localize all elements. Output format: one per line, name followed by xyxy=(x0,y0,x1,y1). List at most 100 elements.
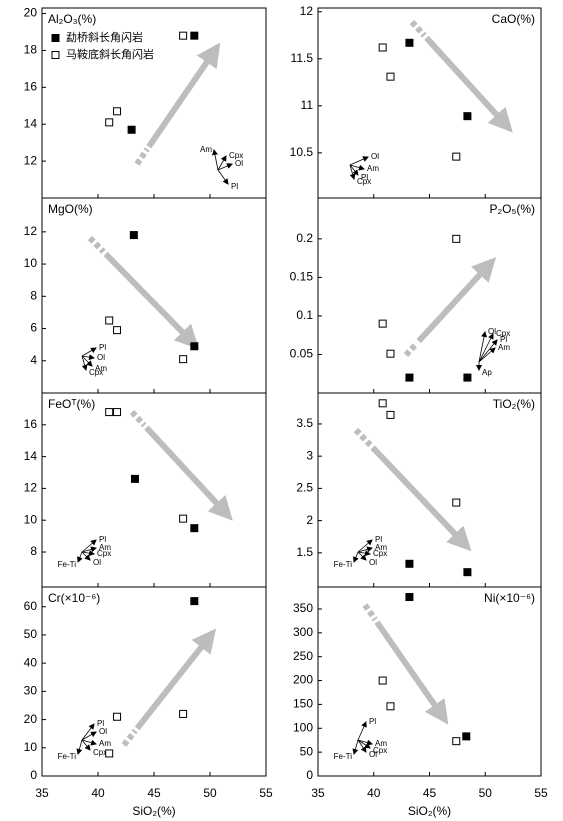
y-tick-label: 4 xyxy=(30,353,37,367)
data-point xyxy=(452,737,461,746)
data-point xyxy=(179,709,188,718)
mineral-vector xyxy=(357,739,367,753)
mineral-label: Am xyxy=(99,543,111,552)
data-point xyxy=(405,373,414,382)
mineral-label: Ol xyxy=(97,353,105,362)
trend-arrow xyxy=(416,257,497,344)
mineral-vector xyxy=(357,551,367,561)
data-point xyxy=(452,234,461,243)
data-point xyxy=(452,498,461,507)
panel-title: P₂O₅(%) xyxy=(490,202,536,216)
panel-title: Cr(×10⁻⁶) xyxy=(48,591,100,605)
mineral-vector xyxy=(357,539,373,553)
y-tick-label: 16 xyxy=(24,79,38,93)
mineral-vector xyxy=(217,155,227,171)
y-tick-label: 0.1 xyxy=(296,308,313,322)
mineral-label: Cpx xyxy=(97,549,111,558)
y-tick-label: 12 xyxy=(24,153,38,167)
data-point xyxy=(179,514,188,523)
mineral-vector xyxy=(353,551,359,563)
mineral-label: Ol xyxy=(371,152,379,161)
mineral-label: Am xyxy=(498,343,510,352)
mineral-label: Cpx xyxy=(357,177,371,186)
y-tick-label: 0.2 xyxy=(296,231,313,245)
mineral-vector xyxy=(217,169,229,185)
y-tick-label: 100 xyxy=(293,720,313,734)
mineral-label: Pl xyxy=(361,173,368,182)
trend-arrow xyxy=(144,425,233,521)
y-tick-label: 10 xyxy=(24,512,38,526)
data-point xyxy=(105,118,114,127)
data-point xyxy=(190,342,199,351)
data-point xyxy=(105,749,114,758)
y-tick-label: 150 xyxy=(293,697,313,711)
mineral-label: Am xyxy=(95,364,107,373)
data-point xyxy=(378,399,387,408)
mineral-label: Ol xyxy=(99,727,107,736)
y-tick-label: 12 xyxy=(24,481,38,495)
x-tick-label: 55 xyxy=(534,786,548,800)
data-point xyxy=(386,349,395,358)
mineral-vector xyxy=(217,163,233,171)
mineral-label: Am xyxy=(375,739,387,748)
y-tick-label: 16 xyxy=(24,417,38,431)
data-point xyxy=(190,31,199,40)
data-point xyxy=(129,231,138,240)
data-point xyxy=(130,474,139,483)
data-point xyxy=(105,408,114,417)
x-tick-label: 50 xyxy=(203,786,217,800)
mineral-vector xyxy=(81,546,97,553)
mineral-vector xyxy=(478,339,498,363)
data-point xyxy=(378,319,387,328)
mineral-vector xyxy=(349,164,359,176)
mineral-label: Am xyxy=(99,739,111,748)
mineral-label: Pl xyxy=(231,182,238,191)
y-tick-label: 2.5 xyxy=(296,481,313,495)
data-point xyxy=(463,112,472,121)
mineral-vector xyxy=(81,731,97,741)
trend-arrow-tail xyxy=(129,409,147,428)
legend-label: 马鞍底斜长角闪岩 xyxy=(66,47,154,61)
mineral-vector xyxy=(81,550,95,557)
y-tick-label: 20 xyxy=(24,712,38,726)
data-point xyxy=(105,316,114,325)
y-tick-label: 14 xyxy=(24,116,38,130)
mineral-vector xyxy=(81,723,95,741)
y-tick-label: 0 xyxy=(306,768,313,782)
y-tick-label: 6 xyxy=(30,321,37,335)
data-point xyxy=(190,597,199,606)
trend-arrow-tail xyxy=(403,341,420,358)
data-point xyxy=(113,326,122,335)
trend-arrow-tail xyxy=(121,728,138,747)
panel-title: Ni(×10⁻⁶) xyxy=(484,591,535,605)
y-tick-label: 50 xyxy=(24,627,38,641)
mineral-vector xyxy=(81,354,95,361)
y-tick-label: 60 xyxy=(24,599,38,613)
x-tick-label: 35 xyxy=(311,786,325,800)
y-tick-label: 40 xyxy=(24,655,38,669)
mineral-label: Ol xyxy=(93,558,101,567)
data-point xyxy=(452,152,461,161)
mineral-label: Cpx xyxy=(229,151,243,160)
mineral-label: Cpx xyxy=(373,549,387,558)
mineral-label: Pl xyxy=(97,719,104,728)
y-tick-label: 10.5 xyxy=(290,145,314,159)
mineral-vector xyxy=(357,721,367,741)
mineral-label: Ap xyxy=(482,368,492,377)
x-tick-label: 45 xyxy=(423,786,437,800)
mineral-vector xyxy=(349,164,365,171)
mineral-vector xyxy=(81,551,91,561)
mineral-label: Fe-Ti xyxy=(58,560,77,569)
panel-title: TiO₂(%) xyxy=(493,397,535,411)
x-tick-label: 45 xyxy=(147,786,161,800)
mineral-vector xyxy=(77,551,83,563)
data-point xyxy=(386,72,395,81)
mineral-vector xyxy=(81,739,97,746)
mineral-label: Fe-Ti xyxy=(58,752,77,761)
mineral-vector xyxy=(478,347,496,363)
y-tick-label: 11 xyxy=(301,98,314,112)
y-tick-label: 14 xyxy=(24,449,38,463)
data-point xyxy=(113,107,122,116)
y-tick-label: 30 xyxy=(24,684,38,698)
mineral-vector xyxy=(81,355,93,367)
